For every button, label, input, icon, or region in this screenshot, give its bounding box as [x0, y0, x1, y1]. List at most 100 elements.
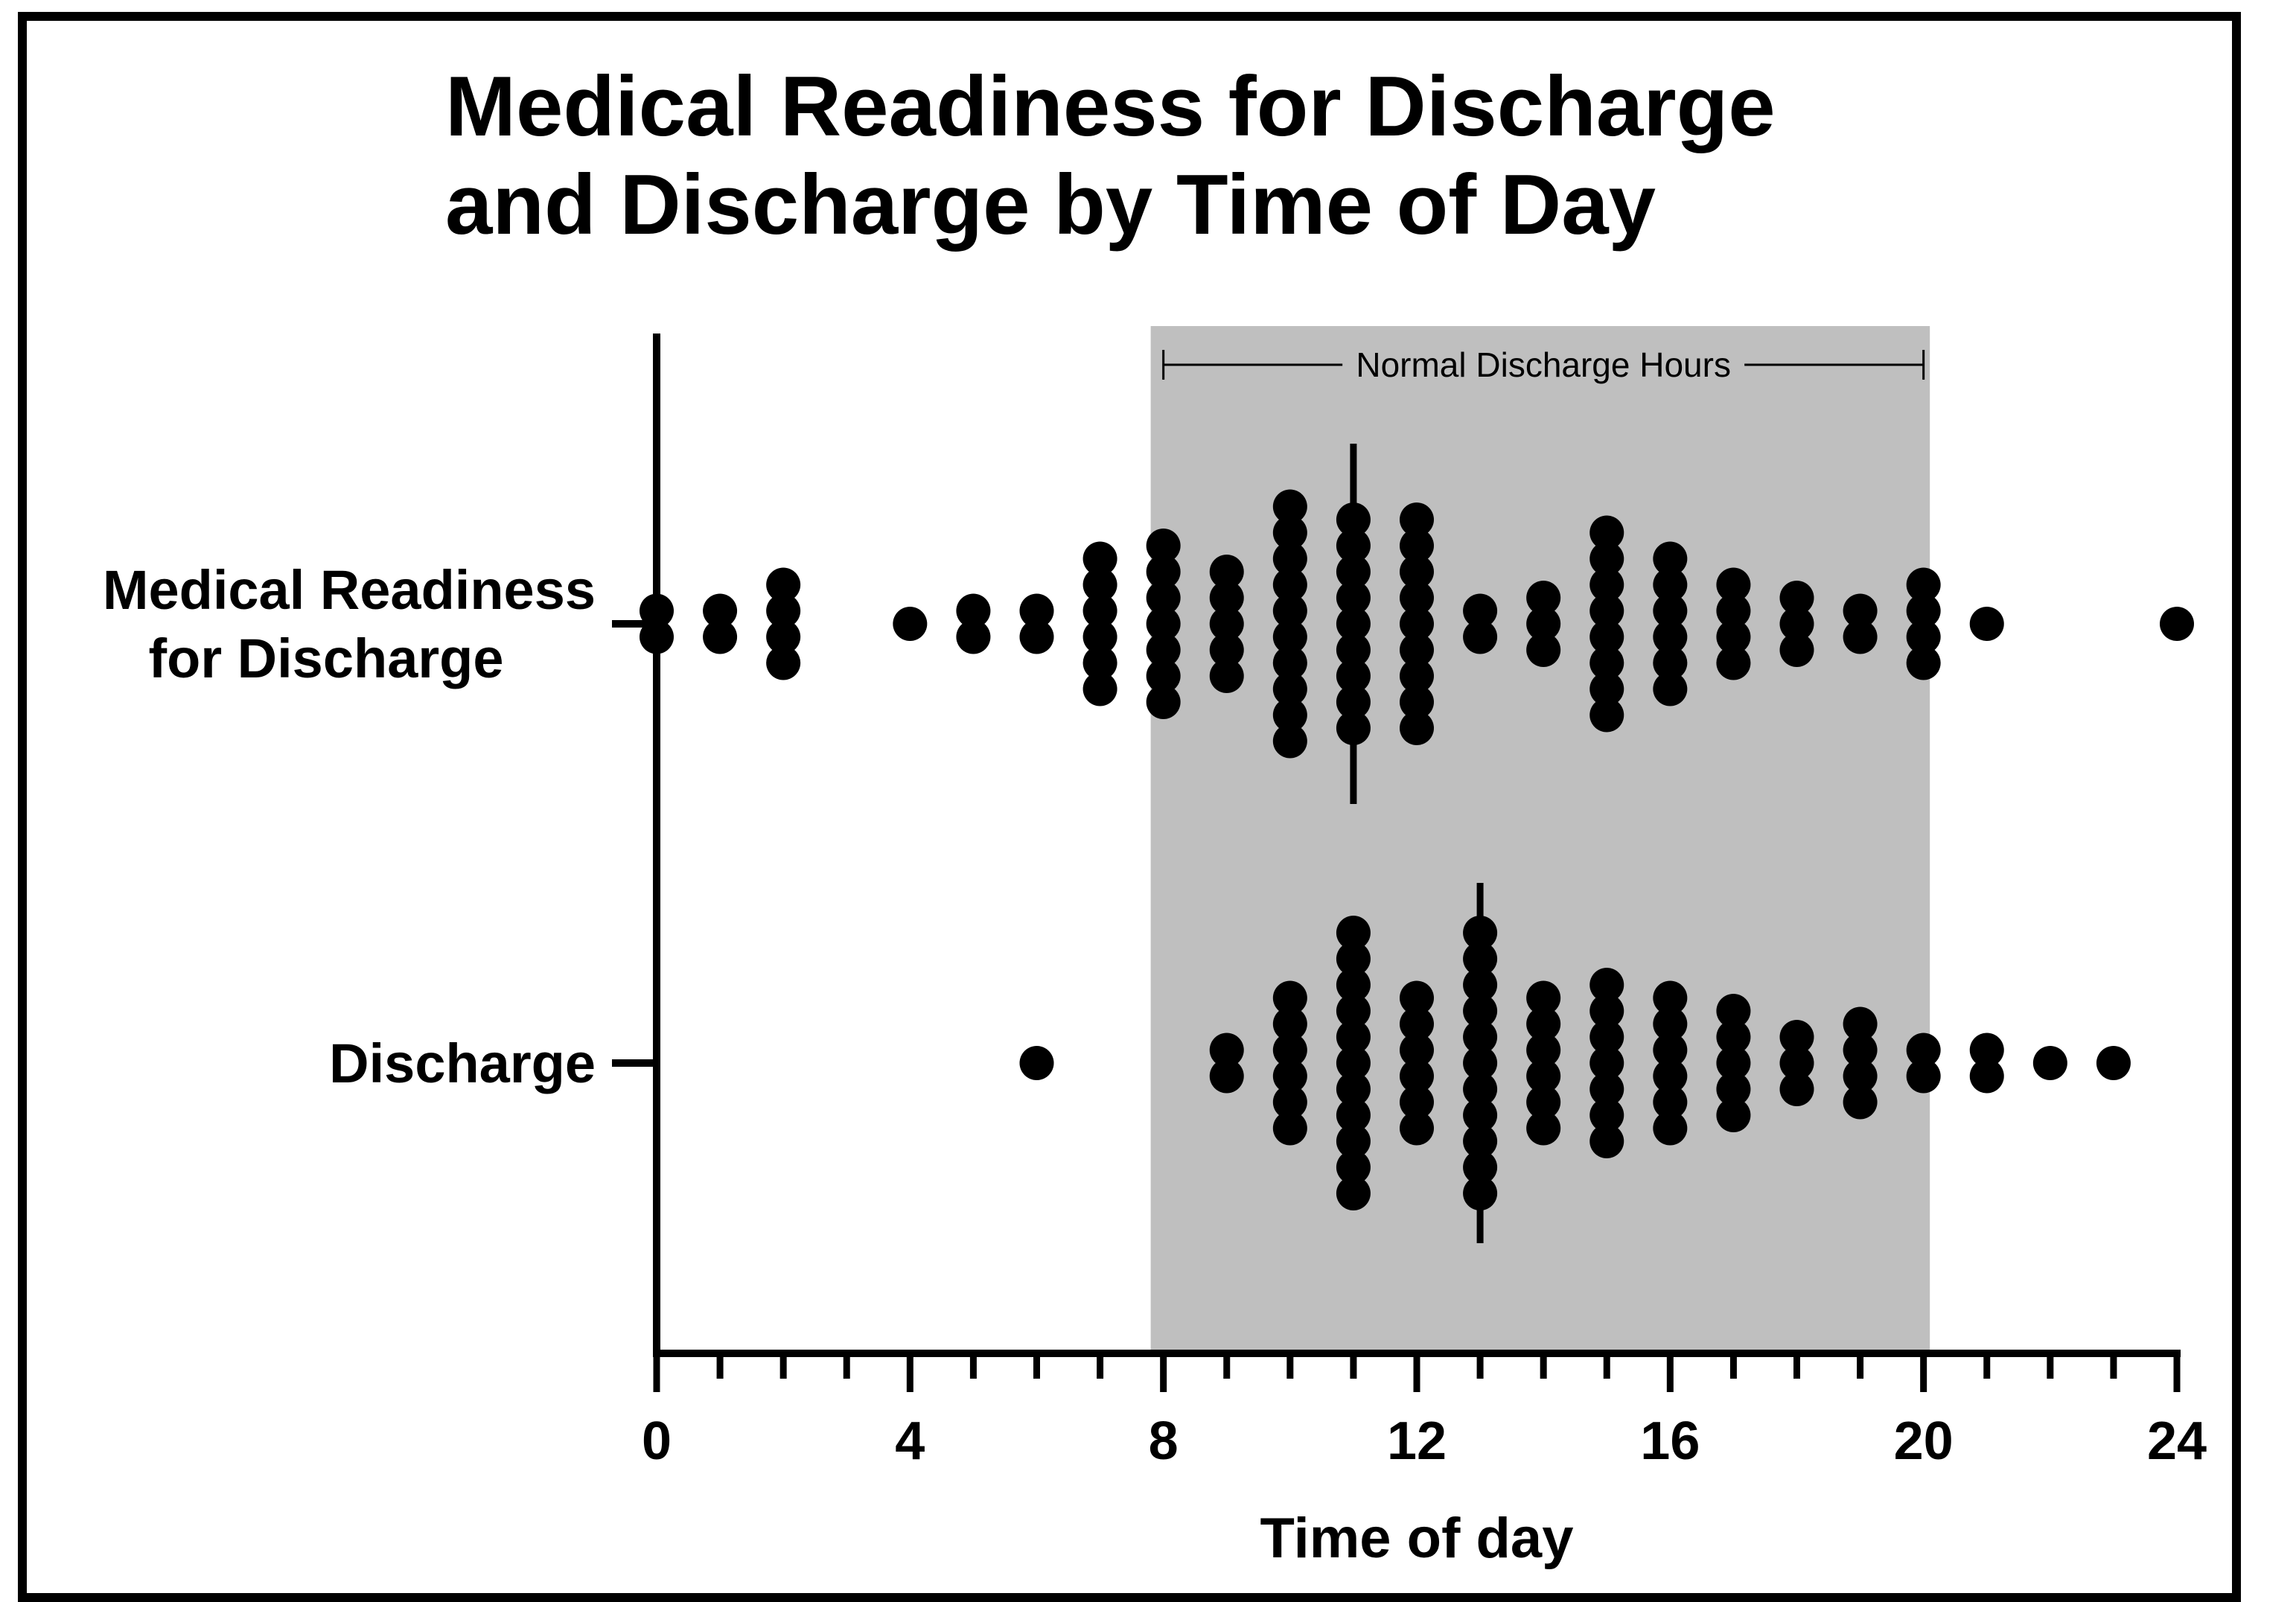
axes: 0 4 8 12 16 20 24 [612, 334, 2207, 1471]
data-point [1336, 1150, 1371, 1184]
data-point [1779, 1046, 1814, 1080]
data-point [1336, 1046, 1371, 1080]
data-point [956, 619, 991, 654]
data-point [1019, 593, 1054, 628]
data-point [1400, 1111, 1434, 1146]
data-point [1716, 1020, 1751, 1054]
data-point [1400, 502, 1434, 537]
data-point [1336, 994, 1371, 1028]
data-point [1589, 1046, 1624, 1080]
data-point [1400, 1033, 1434, 1068]
chart-title-line-2: and Discharge by Time of Day [445, 158, 1656, 252]
data-point [893, 607, 928, 641]
data-point [1146, 659, 1181, 693]
data-point [1843, 1059, 1878, 1094]
data-point [1969, 1033, 2004, 1068]
data-point [1400, 1006, 1434, 1041]
data-point [1400, 685, 1434, 719]
data-point [1272, 698, 1307, 733]
data-point [1272, 1033, 1307, 1068]
data-point [766, 593, 801, 628]
x-tick-label: 20 [1894, 1411, 1954, 1471]
data-point [1272, 515, 1307, 550]
data-point [703, 619, 738, 654]
data-point [1589, 515, 1624, 550]
data-point [1843, 1033, 1878, 1068]
data-point [1526, 980, 1561, 1015]
data-point [2032, 1046, 2067, 1080]
data-point [1082, 541, 1117, 576]
data-point [1779, 607, 1814, 641]
data-point [1716, 1072, 1751, 1106]
data-point [1843, 593, 1878, 628]
data-point [1526, 1085, 1561, 1120]
data-point [1336, 1098, 1371, 1132]
x-tick-label: 12 [1387, 1411, 1447, 1471]
data-point [1589, 1020, 1624, 1054]
data-point [1779, 633, 1814, 667]
data-point [1906, 1059, 1941, 1094]
data-point [2160, 607, 2194, 641]
data-point [1716, 593, 1751, 628]
data-point [1653, 1085, 1688, 1120]
y-category-label: Medical Readiness [103, 559, 596, 621]
data-point [1400, 659, 1434, 693]
data-point [1272, 619, 1307, 654]
y-category-label: for Discharge [148, 628, 503, 689]
data-point [1272, 1059, 1307, 1094]
data-point [766, 645, 801, 680]
data-point [1400, 529, 1434, 563]
data-point [1146, 581, 1181, 615]
x-tick-label: 4 [895, 1411, 925, 1471]
data-point [1589, 593, 1624, 628]
data-point [1653, 567, 1688, 602]
data-point [1589, 994, 1624, 1028]
data-point [1653, 1006, 1688, 1041]
chart-title-line-1: Medical Readiness for Discharge [445, 60, 1776, 154]
data-point [1716, 994, 1751, 1028]
data-point [1526, 1006, 1561, 1041]
data-point [1272, 541, 1307, 576]
data-point [1400, 633, 1434, 667]
data-point [1272, 671, 1307, 706]
x-tick-label: 0 [642, 1411, 672, 1471]
data-point [1716, 645, 1751, 680]
data-point [1526, 607, 1561, 641]
data-point [1209, 581, 1244, 615]
data-point [956, 593, 991, 628]
data-point [1526, 633, 1561, 667]
data-point [1400, 1085, 1434, 1120]
normal-discharge-hours-label: Normal Discharge Hours [1356, 345, 1731, 384]
data-point [766, 619, 801, 654]
data-point [1400, 980, 1434, 1015]
y-category-label: Discharge [329, 1033, 596, 1094]
x-tick-label: 8 [1149, 1411, 1179, 1471]
data-point [1146, 555, 1181, 589]
data-point [1716, 1098, 1751, 1132]
data-point [1336, 968, 1371, 1002]
data-point [1082, 593, 1117, 628]
data-point [1653, 1033, 1688, 1068]
data-point [1082, 567, 1117, 602]
data-point [1589, 671, 1624, 706]
data-point [1589, 645, 1624, 680]
data-point [1272, 593, 1307, 628]
data-point [1653, 645, 1688, 680]
data-point [1589, 541, 1624, 576]
data-point [1589, 698, 1624, 733]
data-point [1209, 1033, 1244, 1068]
data-point [1146, 685, 1181, 719]
data-point [1589, 968, 1624, 1002]
data-point [1526, 581, 1561, 615]
data-point [1272, 567, 1307, 602]
data-point [1209, 607, 1244, 641]
data-point [1209, 555, 1244, 589]
data-point [1400, 555, 1434, 589]
data-point [1463, 619, 1498, 654]
data-point [1906, 593, 1941, 628]
data-point [1336, 1124, 1371, 1158]
median-lines [1350, 444, 1484, 1243]
data-point [1969, 1059, 2004, 1094]
data-point [1906, 1033, 1941, 1068]
